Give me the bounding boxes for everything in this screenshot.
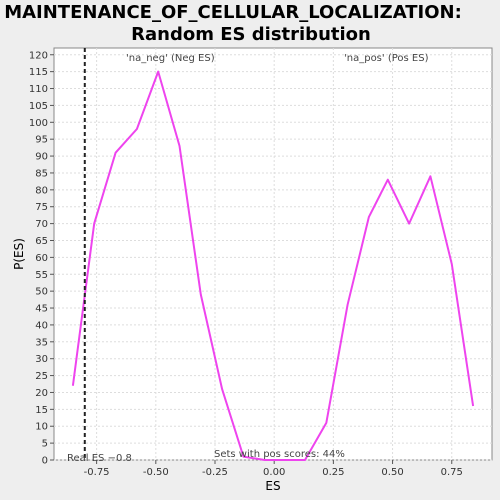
- x-tick-label: 0.75: [441, 467, 463, 478]
- y-tick-label: 40: [35, 320, 48, 331]
- plot-area: [53, 47, 493, 461]
- y-tick-label: 65: [35, 236, 48, 247]
- y-tick-label: 55: [35, 270, 48, 281]
- x-axis-label: ES: [265, 479, 280, 493]
- x-tick-label: 0.50: [381, 467, 403, 478]
- y-tick-label: 95: [35, 135, 48, 146]
- x-tick-label: 0.25: [322, 467, 344, 478]
- y-tick-label: 60: [35, 253, 48, 264]
- x-tick-label: -0.75: [84, 467, 110, 478]
- series-layer: [71, 70, 475, 461]
- y-tick-label: 110: [29, 84, 48, 95]
- chart-title: MAINTENANCE_OF_CELLULAR_LOCALIZATION:: [4, 2, 462, 23]
- real-es-label: Real ES −0.8: [67, 453, 132, 464]
- y-tick-label: 70: [35, 219, 48, 230]
- y-tick-label: 115: [29, 67, 48, 78]
- y-axis-ticks: 0 5 10 15 20 25 30 35 40 45 50 55 60 65 70 75 80 85 90 95 10…: [29, 50, 54, 467]
- y-tick-label: 120: [29, 50, 48, 61]
- y-tick-label: 45: [35, 304, 48, 315]
- y-tick-label: 85: [35, 168, 48, 179]
- neg-es-label: 'na_neg' (Neg ES): [126, 53, 215, 64]
- y-tick-label: 10: [35, 422, 48, 433]
- y-tick-label: 50: [35, 287, 48, 298]
- y-tick-label: 20: [35, 388, 48, 399]
- y-tick-label: 30: [35, 354, 48, 365]
- x-tick-label: 0.00: [263, 467, 285, 478]
- x-tick-label: -0.50: [143, 467, 169, 478]
- y-tick-label: 25: [35, 371, 48, 382]
- y-tick-label: 5: [42, 439, 48, 450]
- x-axis-ticks: -0.75 -0.50 -0.25 0.00 0.25 0.50 0.75: [84, 460, 463, 478]
- y-tick-label: 15: [35, 405, 48, 416]
- y-tick-label: 35: [35, 337, 48, 348]
- pos-es-label: 'na_pos' (Pos ES): [344, 53, 429, 64]
- y-tick-label: 80: [35, 185, 48, 196]
- pos-scores-label: Sets with pos scores: 44%: [214, 449, 345, 460]
- x-tick-label: -0.25: [202, 467, 228, 478]
- y-axis-label: P(ES): [12, 238, 26, 270]
- y-tick-label: 75: [35, 202, 48, 213]
- chart-subtitle: Random ES distribution: [131, 24, 371, 45]
- y-tick-label: 0: [42, 456, 48, 467]
- y-tick-label: 90: [35, 152, 48, 163]
- y-tick-label: 105: [29, 101, 48, 112]
- y-tick-label: 100: [29, 118, 48, 129]
- series-line: [71, 70, 475, 461]
